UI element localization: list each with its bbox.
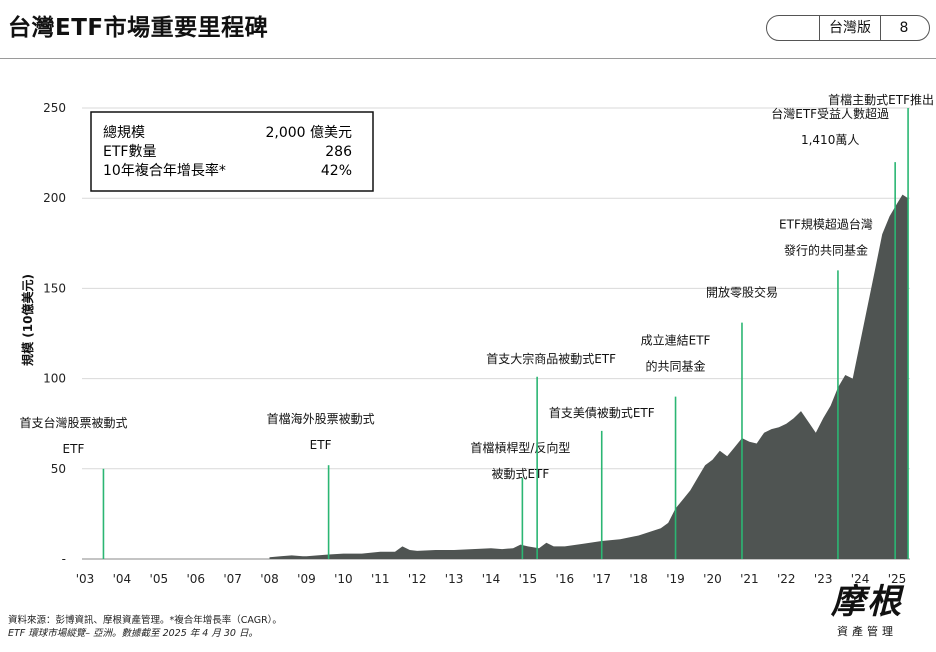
summary-box: 總規模 2,000 億美元 ETF數量 286 10年複合年增長率* 42% <box>90 111 374 192</box>
summary-label-total: 總規模 <box>103 124 145 141</box>
footer-notes: 資料來源：彭博資訊、摩根資產管理。*複合年增長率（CAGR）。 ETF 環球市場… <box>8 614 282 640</box>
y-tick-150: 150 <box>43 281 66 295</box>
x-tick-07: '07 <box>223 572 242 586</box>
x-tick-06: '06 <box>186 572 205 586</box>
x-tick-09: '09 <box>297 572 316 586</box>
summary-label-cagr: 10年複合年增長率* <box>103 162 226 179</box>
page-title: 台灣ETF市場重要里程碑 <box>8 15 269 41</box>
x-tick-04: '04 <box>113 572 132 586</box>
x-tick-10: '10 <box>334 572 353 586</box>
milestone-label: 首支大宗商品被動式ETF <box>486 351 616 366</box>
x-tick-23: '23 <box>814 572 833 586</box>
x-tick-12: '12 <box>408 572 427 586</box>
region-label: 台灣版 <box>819 16 881 40</box>
footer-date: ETF 環球市場縱覽– 亞洲。數據截至 2025 年 4 月 30 日。 <box>8 628 258 639</box>
footer-source: 資料來源：彭博資訊、摩根資產管理。*複合年增長率（CAGR）。 <box>8 615 282 626</box>
x-tick-08: '08 <box>260 572 279 586</box>
milestone-label: 台灣ETF受益人數超過 <box>771 106 889 121</box>
x-tick-24: '24 <box>851 572 870 586</box>
x-tick-17: '17 <box>592 572 611 586</box>
y-axis-label: 規模 (10億美元) <box>20 274 35 366</box>
y-tick-0: - <box>62 552 66 566</box>
summary-value-total: 2,000 億美元 <box>265 125 352 141</box>
summary-value-count: 286 <box>325 144 352 160</box>
header-divider <box>0 58 936 59</box>
page-number: 8 <box>899 20 909 36</box>
x-tick-15: '15 <box>519 572 538 586</box>
milestone-label: 首檔主動式ETF推出 <box>828 93 934 107</box>
milestone-label: 開放零股交易 <box>706 285 778 300</box>
summary-value-cagr: 42% <box>321 163 352 179</box>
milestone-label: ETF規模超過台灣 <box>779 216 873 231</box>
x-tick-21: '21 <box>740 572 759 586</box>
milestone-label: 被動式ETF <box>491 467 549 481</box>
x-tick-14: '14 <box>482 572 501 586</box>
milestone-label: 首檔海外股票被動式 <box>267 411 375 426</box>
x-tick-18: '18 <box>629 572 648 586</box>
milestone-label: 首支台灣股票被動式 <box>19 415 127 430</box>
milestone-label: 成立連結ETF <box>641 333 711 348</box>
x-tick-16: '16 <box>556 572 575 586</box>
y-tick-200: 200 <box>43 191 66 205</box>
milestone-label: ETF <box>63 442 85 456</box>
page-badge: 台灣版 8 <box>766 15 930 41</box>
milestone-label: 的共同基金 <box>646 359 706 374</box>
y-tick-250: 250 <box>43 101 66 115</box>
milestone-label: ETF <box>310 438 332 452</box>
x-tick-13: '13 <box>445 572 464 586</box>
y-tick-50: 50 <box>51 462 66 476</box>
milestone-label: 首檔槓桿型/反向型 <box>470 440 570 455</box>
milestone-label: 1,410萬人 <box>801 133 859 147</box>
x-tick-19: '19 <box>666 572 685 586</box>
logo-mark: 摩根 <box>831 582 903 622</box>
x-tick-11: '11 <box>371 572 390 586</box>
milestone-label: 首支美債被動式ETF <box>549 405 655 420</box>
x-tick-20: '20 <box>703 572 722 586</box>
summary-label-count: ETF數量 <box>103 144 156 160</box>
brand-logo: 摩根 資產管理 <box>812 583 922 639</box>
x-tick-25: '25 <box>888 572 907 586</box>
logo-subtitle: 資產管理 <box>837 625 897 638</box>
milestone-label: 發行的共同基金 <box>784 242 868 257</box>
aum-area <box>269 194 909 559</box>
x-tick-22: '22 <box>777 572 796 586</box>
x-tick-03: '03 <box>76 572 95 586</box>
y-tick-100: 100 <box>43 372 66 386</box>
x-tick-05: '05 <box>150 572 169 586</box>
